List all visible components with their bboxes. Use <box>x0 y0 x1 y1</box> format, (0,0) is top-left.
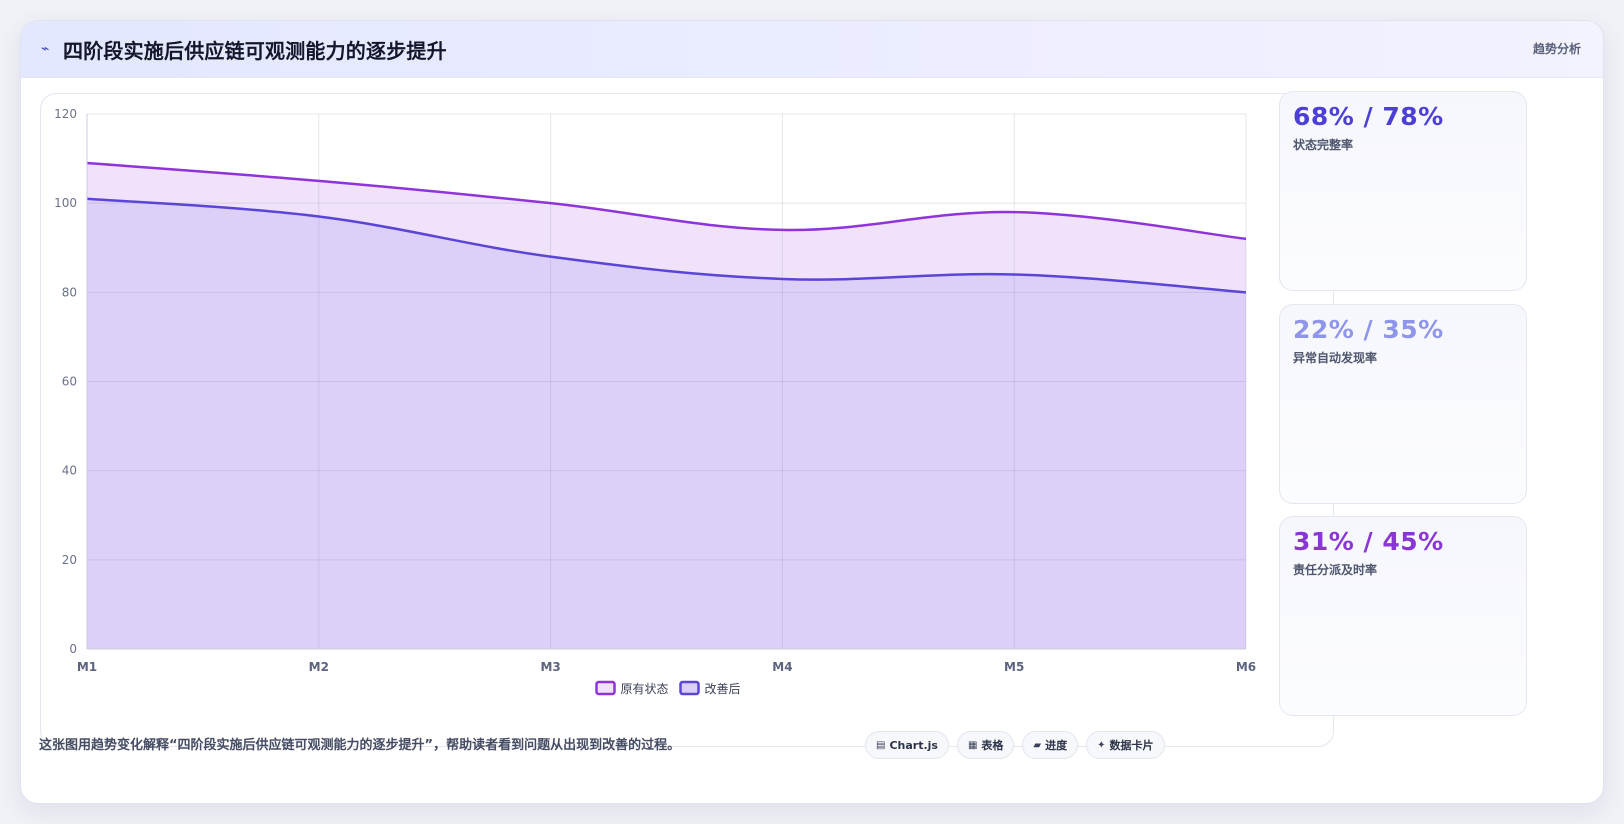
legend-label-1: 改善后 <box>705 681 741 696</box>
stat-value: 22% / 35% <box>1293 315 1444 344</box>
badge-row: ▤ Chart.js ▦ 表格 ▰ 进度 ✦ 数据卡片 <box>865 731 1165 759</box>
x-tick-label: M4 <box>772 660 792 674</box>
stat-card-assignment-timeliness: 31% / 45% 责任分派及时率 <box>1279 516 1527 716</box>
stat-card-anomaly-detection: 22% / 35% 异常自动发现率 <box>1279 304 1527 504</box>
line-trend-icon: ⌁ <box>41 41 50 57</box>
y-tick-label: 60 <box>62 375 77 389</box>
badge-label: 进度 <box>1045 739 1068 752</box>
y-tick-label: 80 <box>62 285 77 299</box>
page-title: 四阶段实施后供应链可观测能力的逐步提升 <box>63 39 447 63</box>
badge-progress[interactable]: ▰ 进度 <box>1022 731 1079 759</box>
trend-analysis-tag: 趋势分析 <box>1532 42 1581 56</box>
stat-value: 31% / 45% <box>1293 527 1444 556</box>
chart-caption: 这张图用趋势变化解释“四阶段实施后供应链可观测能力的逐步提升”，帮助读者看到问题… <box>39 738 681 753</box>
badge-chartjs[interactable]: ▤ Chart.js <box>865 731 949 759</box>
badge-label: Chart.js <box>889 738 938 752</box>
y-tick-label: 120 <box>54 107 77 121</box>
x-tick-label: M3 <box>540 660 560 674</box>
stat-value: 68% / 78% <box>1293 102 1444 131</box>
sparkle-icon: ✦ <box>1097 739 1106 751</box>
area-chart: 0 20 40 60 80 100 120 M1 M2 M3 M4 M5 M6 原有状态 改善后 <box>54 107 1256 696</box>
legend-swatch-0 <box>595 680 616 696</box>
y-tick-label: 20 <box>62 553 77 567</box>
y-tick-label: 100 <box>54 196 77 210</box>
table-icon: ▦ <box>967 739 978 751</box>
badge-label: 表格 <box>981 739 1004 752</box>
stat-label: 状态完整率 <box>1293 138 1354 152</box>
legend-swatch-1 <box>679 680 700 696</box>
x-tick-label: M1 <box>77 660 97 674</box>
series-line-1 <box>86 197 1247 294</box>
progress-icon: ▰ <box>1033 739 1042 751</box>
stat-label: 责任分派及时率 <box>1293 563 1378 577</box>
dashboard-card: ⌁ 四阶段实施后供应链可观测能力的逐步提升 趋势分析 0 20 40 60 80 100 1… <box>20 20 1604 804</box>
badge-label: 数据卡片 <box>1109 739 1154 752</box>
series-area-1 <box>87 198 1246 649</box>
x-tick-label: M5 <box>1004 660 1024 674</box>
y-tick-label: 0 <box>69 642 77 656</box>
badge-data-cards[interactable]: ✦ 数据卡片 <box>1086 731 1165 759</box>
chart-panel: 0 20 40 60 80 100 120 M1 M2 M3 M4 M5 M6 原有状态 改善后 <box>40 93 1334 747</box>
y-tick-label: 40 <box>62 464 77 478</box>
legend-label-0: 原有状态 <box>621 682 669 696</box>
x-tick-label: M6 <box>1236 660 1256 674</box>
stat-card-status-completeness: 68% / 78% 状态完整率 <box>1279 91 1527 291</box>
stat-label: 异常自动发现率 <box>1293 351 1378 365</box>
series-line-0 <box>86 161 1247 241</box>
x-tick-label: M2 <box>309 660 329 674</box>
card-header: ⌁ 四阶段实施后供应链可观测能力的逐步提升 趋势分析 <box>21 21 1603 78</box>
badge-table[interactable]: ▦ 表格 <box>956 731 1015 759</box>
chart-icon: ▤ <box>876 739 886 751</box>
